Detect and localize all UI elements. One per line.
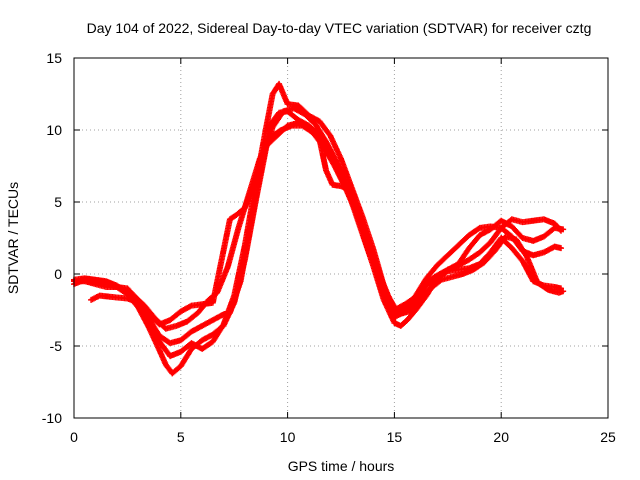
x-axis-label: GPS time / hours [288, 458, 395, 474]
x-tick-label: 25 [600, 429, 616, 445]
y-tick-label: 5 [54, 194, 62, 210]
data-point [558, 227, 565, 234]
y-tick-label: 10 [46, 122, 62, 138]
y-axis-label: SDTVAR / TECUs [5, 182, 21, 294]
chart-title: Day 104 of 2022, Sidereal Day-to-day VTE… [87, 20, 592, 36]
series-track-4 [71, 119, 565, 328]
x-tick-label: 20 [493, 429, 509, 445]
axis-ticks: 0 5 10 15 20 25 -10 -5 0 5 10 15 [42, 50, 616, 445]
y-tick-label: 15 [46, 50, 62, 66]
y-tick-label: 0 [54, 266, 62, 282]
x-tick-label: 15 [387, 429, 403, 445]
data-point [558, 245, 565, 252]
series-track-5 [77, 122, 567, 332]
grid-lines [74, 58, 608, 418]
plot-frame [73, 57, 609, 419]
data-point [560, 288, 567, 295]
y-tick-label: -10 [42, 410, 62, 426]
y-tick-label: -5 [50, 338, 63, 354]
x-tick-label: 0 [70, 429, 78, 445]
series-track-1 [71, 105, 565, 377]
x-tick-label: 10 [280, 429, 296, 445]
data-series [71, 80, 567, 377]
x-tick-label: 5 [177, 429, 185, 445]
data-point [557, 226, 564, 233]
